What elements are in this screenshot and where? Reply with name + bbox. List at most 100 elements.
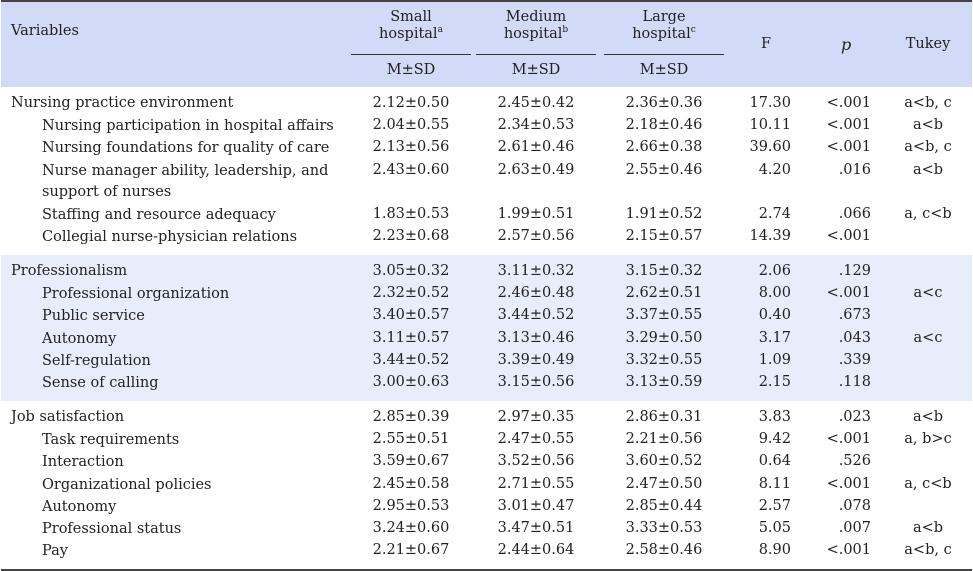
cell-tukey: a<b xyxy=(912,520,944,536)
cell-p-value: <.001 xyxy=(826,285,871,302)
cell-p-value: .129 xyxy=(838,262,871,279)
table-row: Public service 3.40±0.57 3.44±0.52 3.37±0.5… xyxy=(1,305,972,327)
cell-medium-hospital: 2.61±0.46 xyxy=(497,139,575,156)
header-medium-sup: b xyxy=(562,25,569,36)
cell-p-value: .526 xyxy=(838,453,871,470)
cell-tukey: a<b, c xyxy=(904,542,952,559)
cell-small-hospital: 2.95±0.53 xyxy=(372,497,450,514)
cell-large-hospital: 2.86±0.31 xyxy=(625,409,703,426)
cell-medium-hospital: 3.39±0.49 xyxy=(497,351,575,368)
row-label: Staffing and resource adequacy xyxy=(42,206,276,223)
table-row: Staffing and resource adequacy 1.83±0.53 1… xyxy=(1,204,972,226)
cell-tukey: a<b, c xyxy=(904,139,952,156)
cell-large-hospital: 3.33±0.53 xyxy=(625,520,703,536)
cell-large-hospital: 3.60±0.52 xyxy=(625,453,703,470)
cell-tukey: a, b>c xyxy=(904,431,952,448)
row-label: Autonomy xyxy=(42,498,117,515)
cell-f-value: 9.42 xyxy=(758,431,791,448)
cell-small-hospital: 3.24±0.60 xyxy=(372,520,450,536)
table-row: Collegial nurse-physician relations 2.23±… xyxy=(1,226,972,248)
cell-large-hospital: 2.47±0.50 xyxy=(625,475,703,492)
cell-f-value: 2.15 xyxy=(758,373,791,390)
cell-medium-hospital: 3.01±0.47 xyxy=(497,497,575,514)
cell-medium-hospital: 3.44±0.52 xyxy=(497,307,575,324)
row-label: Autonomy xyxy=(42,330,117,347)
cell-small-hospital: 2.85±0.39 xyxy=(372,409,450,426)
table-section: Nursing practice environment 2.12±0.50 2.4… xyxy=(1,87,972,255)
cell-medium-hospital: 2.34±0.53 xyxy=(497,117,575,134)
header-small-sup: a xyxy=(437,25,443,36)
cell-tukey: a<c xyxy=(913,285,943,302)
cell-p-value: .016 xyxy=(838,161,871,178)
row-label: Pay xyxy=(42,543,68,560)
cell-f-value: 8.00 xyxy=(758,285,791,302)
cell-f-value: 2.57 xyxy=(758,497,791,514)
table-row: Sense of calling 3.00±0.63 3.15±0.56 3.13±0… xyxy=(1,372,972,394)
cell-small-hospital: 3.44±0.52 xyxy=(372,351,450,368)
cell-medium-hospital: 1.99±0.51 xyxy=(497,205,575,222)
cell-large-hospital: 3.13±0.59 xyxy=(625,373,703,390)
table-row: Task requirements 2.55±0.51 2.47±0.55 2.21±… xyxy=(1,429,972,451)
cell-p-value: <.001 xyxy=(826,475,871,492)
cell-f-value: 14.39 xyxy=(749,227,791,244)
table-row: Professional status 3.24±0.60 3.47±0.51 3.3… xyxy=(1,518,972,540)
cell-large-hospital: 3.32±0.55 xyxy=(625,351,703,368)
cell-small-hospital: 3.00±0.63 xyxy=(372,373,450,390)
header-small-name: Small xyxy=(390,9,432,25)
header-medium-rule xyxy=(476,54,596,55)
cell-medium-hospital: 2.97±0.35 xyxy=(497,409,575,426)
header-large-sup: c xyxy=(690,25,696,36)
cell-tukey: a, c<b xyxy=(904,475,952,492)
row-label: Nurse manager ability, leadership, and s… xyxy=(42,162,329,200)
header-small-hospital: Small hospitala xyxy=(351,9,471,43)
cell-small-hospital: 2.21±0.67 xyxy=(372,542,450,559)
cell-tukey: a<b, c xyxy=(904,95,952,111)
header-large-word: hospital xyxy=(632,26,691,42)
cell-f-value: 2.06 xyxy=(758,262,791,279)
table-row: Professional organization 2.32±0.52 2.46±0… xyxy=(1,283,972,305)
table-row: Interaction 3.59±0.67 3.52±0.56 3.60±0.52 0.… xyxy=(1,451,972,473)
cell-f-value: 2.74 xyxy=(758,205,791,222)
row-label: Nursing participation in hospital affair… xyxy=(42,118,334,135)
cell-large-hospital: 2.85±0.44 xyxy=(625,497,703,514)
cell-medium-hospital: 3.47±0.51 xyxy=(497,520,575,536)
cell-p-value: <.001 xyxy=(826,95,871,111)
cell-p-value: <.001 xyxy=(826,227,871,244)
header-f: F xyxy=(760,36,772,52)
cell-medium-hospital: 3.11±0.32 xyxy=(497,262,575,279)
header-medium-word: hospital xyxy=(503,26,563,42)
cell-large-hospital: 2.15±0.57 xyxy=(625,227,703,244)
header-small-word: hospital xyxy=(379,26,438,42)
cell-small-hospital: 2.43±0.60 xyxy=(372,161,450,178)
cell-small-hospital: 2.12±0.50 xyxy=(372,95,450,111)
cell-large-hospital: 1.91±0.52 xyxy=(625,205,703,222)
cell-tukey: a, c<b xyxy=(904,205,952,222)
cell-p-value: .023 xyxy=(838,409,871,426)
cell-f-value: 0.64 xyxy=(758,453,791,470)
table-section: Professionalism 3.05±0.32 3.11±0.32 3.15±0.… xyxy=(1,254,972,402)
cell-tukey: a<c xyxy=(913,329,943,346)
table-row: Pay 2.21±0.67 2.44±0.64 2.58±0.46 8.90 <.001 a… xyxy=(1,540,972,562)
header-large-rule xyxy=(604,54,724,55)
header-p: p xyxy=(841,35,852,54)
row-label: Professional status xyxy=(42,521,182,537)
cell-f-value: 8.11 xyxy=(758,475,791,492)
cell-medium-hospital: 2.46±0.48 xyxy=(497,285,575,302)
cell-small-hospital: 2.23±0.68 xyxy=(372,227,450,244)
cell-tukey: a<b xyxy=(912,117,944,134)
row-label: Interaction xyxy=(42,454,124,471)
cell-p-value: .007 xyxy=(838,520,871,536)
cell-f-value: 3.83 xyxy=(758,409,791,426)
cell-f-value: 0.40 xyxy=(758,307,791,324)
table-header: Variables Small hospitala M±SD Medium ho… xyxy=(1,2,972,87)
row-label: Self-regulation xyxy=(42,352,151,369)
table-section: Job satisfaction 2.85±0.39 2.97±0.35 2.86±0… xyxy=(1,401,972,569)
cell-large-hospital: 2.18±0.46 xyxy=(625,117,703,134)
cell-p-value: <.001 xyxy=(826,117,871,134)
cell-medium-hospital: 3.13±0.46 xyxy=(497,329,575,346)
cell-p-value: .066 xyxy=(838,205,871,222)
cell-small-hospital: 3.11±0.57 xyxy=(372,329,450,346)
cell-medium-hospital: 3.52±0.56 xyxy=(497,453,575,470)
header-tukey: Tukey xyxy=(905,36,951,52)
cell-p-value: <.001 xyxy=(826,542,871,559)
